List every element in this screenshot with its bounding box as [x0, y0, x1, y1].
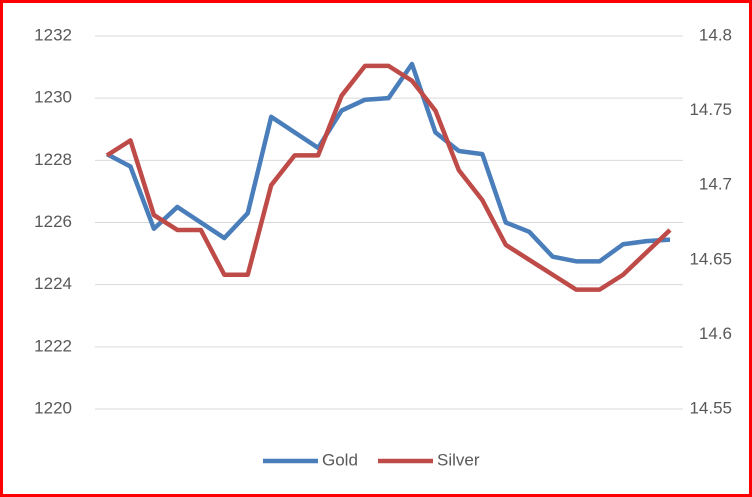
y-tick-label: 1220	[34, 398, 72, 417]
y2-tick-label: 14.55	[689, 398, 732, 417]
y-tick-label: 1228	[34, 150, 72, 169]
y2-tick-label: 14.75	[689, 100, 732, 119]
line-series	[105, 61, 671, 264]
y-tick-label: 1222	[34, 336, 72, 355]
y-tick-label: 1226	[34, 212, 72, 231]
legend-label: Silver	[437, 450, 480, 469]
legend-label: Gold	[322, 450, 358, 469]
y2-tick-label: 14.8	[699, 25, 732, 44]
y-tick-label: 1230	[34, 88, 72, 107]
y2-tick-label: 14.65	[689, 249, 732, 268]
line-series	[105, 63, 672, 292]
y2-tick-label: 14.6	[699, 324, 732, 343]
y2-tick-label: 14.7	[699, 175, 732, 194]
y-tick-label: 1224	[34, 274, 72, 293]
y-tick-label: 1232	[34, 25, 72, 44]
